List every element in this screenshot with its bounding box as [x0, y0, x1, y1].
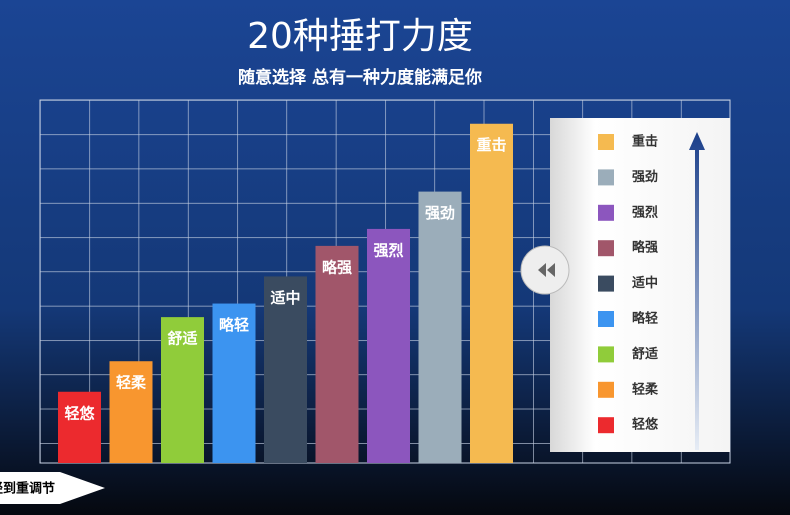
bar [315, 245, 359, 463]
legend-arrow [689, 132, 705, 450]
legend-panel [550, 118, 730, 452]
title: 20种捶打力度 [247, 16, 473, 57]
bar-label: 重击 [476, 136, 506, 154]
legend-swatch [598, 346, 614, 363]
bar [418, 191, 462, 463]
slider-label: 轻到重调节 [0, 481, 55, 497]
bar-label: 舒适 [167, 330, 197, 348]
legend-swatch [598, 204, 614, 221]
bar-label: 强烈 [373, 241, 403, 259]
bar-label: 略轻 [219, 316, 249, 334]
bar [161, 317, 204, 463]
legend-label: 强劲 [632, 169, 658, 185]
legend-swatch [598, 134, 614, 150]
legend-label: 轻悠 [632, 417, 659, 433]
legend-swatch [598, 169, 614, 186]
legend-label: 略强 [632, 240, 658, 256]
legend-swatch [598, 275, 614, 292]
bar-label: 适中 [270, 289, 300, 307]
collapse-icon [538, 263, 555, 277]
bar-label: 轻柔 [116, 374, 147, 392]
bar-label: 略强 [322, 258, 352, 276]
legend-label: 轻柔 [632, 381, 659, 397]
legend-swatch [598, 417, 614, 434]
slider-arrow[interactable] [0, 472, 105, 504]
bar [58, 391, 101, 463]
bar [470, 123, 513, 463]
legend-swatch [598, 381, 614, 398]
bar [367, 228, 410, 463]
legend-label: 重击 [632, 134, 658, 150]
bar-label: 轻悠 [64, 404, 95, 422]
bar-label: 强劲 [425, 204, 455, 222]
bar [212, 303, 256, 463]
legend-swatch [598, 311, 614, 327]
legend-label: 强烈 [632, 205, 658, 220]
legend-label: 舒适 [632, 346, 658, 362]
bar [109, 361, 153, 463]
subtitle: 随意选择 总有一种力度能满足你 [238, 67, 482, 88]
legend-label: 略轻 [632, 311, 658, 327]
legend-label: 适中 [632, 275, 658, 291]
bar [264, 276, 307, 463]
legend-swatch [598, 240, 614, 257]
